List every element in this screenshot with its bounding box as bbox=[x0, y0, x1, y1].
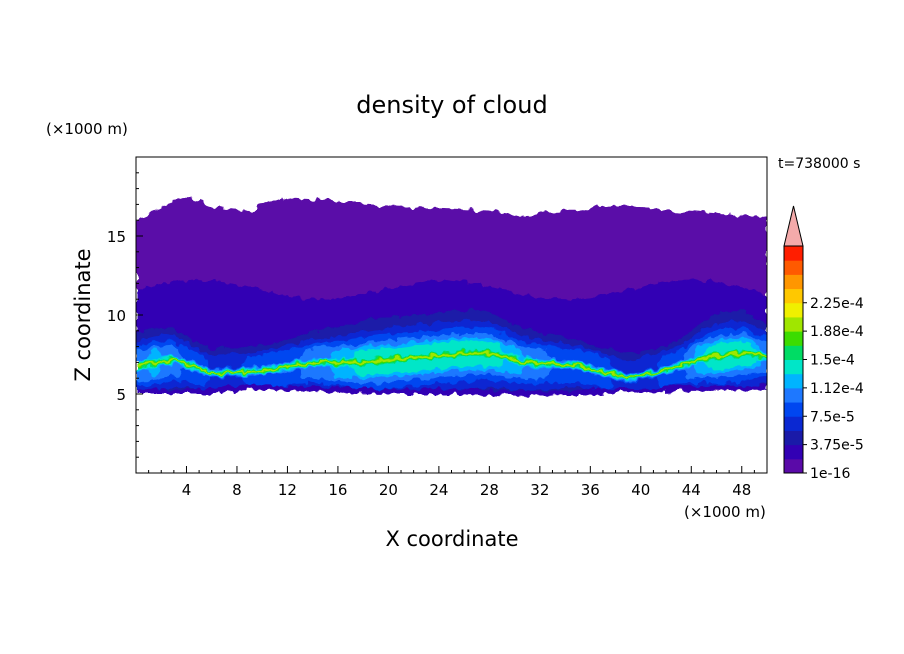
colorbar-swatch bbox=[784, 430, 803, 446]
x-tick-label: 20 bbox=[379, 481, 398, 499]
colorbar-label: 2.25e-4 bbox=[810, 296, 864, 312]
cloud-region-level-9 bbox=[136, 349, 767, 380]
cloud-region-level-8 bbox=[136, 340, 767, 381]
colorbar-label: 1e-16 bbox=[810, 466, 850, 482]
x-tick-label: 8 bbox=[232, 481, 242, 499]
colorbar-swatch bbox=[784, 260, 803, 275]
x-tick-label: 24 bbox=[429, 481, 448, 499]
cloud-density-field bbox=[136, 197, 767, 396]
y-axis: 5 10 15 bbox=[107, 172, 143, 458]
colorbar-swatch bbox=[784, 444, 803, 460]
colorbar-swatch bbox=[784, 274, 803, 290]
x-tick-label: 4 bbox=[182, 481, 192, 499]
colorbar-swatch bbox=[784, 416, 803, 431]
x-tick-label: 44 bbox=[682, 481, 701, 499]
colorbar-label: 1.5e-4 bbox=[810, 353, 855, 369]
colorbar-swatch bbox=[784, 302, 803, 318]
time-label: t=738000 s bbox=[778, 156, 860, 172]
chart-title: density of cloud bbox=[356, 91, 547, 119]
colorbar-swatch bbox=[784, 387, 803, 403]
y-tick-label: 15 bbox=[107, 228, 126, 246]
colorbar: 1e-16 3.75e-5 7.5e-5 1.12e-4 1.5e-4 1.88e-4 2.… bbox=[783, 205, 864, 482]
x-unit-label: (×1000 m) bbox=[684, 503, 766, 521]
colorbar-swatch bbox=[784, 288, 803, 304]
x-tick-label: 28 bbox=[480, 481, 499, 499]
colorbar-label: 7.5e-5 bbox=[810, 409, 855, 425]
colorbar-swatch bbox=[784, 331, 803, 346]
colorbar-label: 1.12e-4 bbox=[810, 381, 864, 397]
y-tick-label: 5 bbox=[116, 386, 126, 404]
x-axis-title: X coordinate bbox=[385, 527, 518, 551]
x-tick-label: 12 bbox=[278, 481, 297, 499]
x-tick-label: 40 bbox=[631, 481, 650, 499]
colorbar-swatch bbox=[784, 316, 803, 332]
colorbar-swatch bbox=[784, 359, 803, 375]
y-unit-label: (×1000 m) bbox=[46, 120, 128, 138]
y-tick-label: 10 bbox=[107, 307, 126, 325]
x-tick-label: 48 bbox=[732, 481, 751, 499]
colorbar-label: 1.88e-4 bbox=[810, 324, 864, 340]
y-axis-title: Z coordinate bbox=[71, 248, 95, 381]
colorbar-extend-arrow bbox=[783, 205, 804, 247]
x-tick-label: 36 bbox=[581, 481, 600, 499]
colorbar-swatch bbox=[784, 345, 803, 360]
colorbar-swatch bbox=[784, 402, 803, 417]
colorbar-swatch bbox=[784, 458, 803, 474]
colorbar-swatch bbox=[784, 373, 803, 389]
x-axis: 4 8 12 16 20 24 28 32 36 40 44 48 bbox=[148, 466, 755, 499]
x-tick-label: 16 bbox=[328, 481, 347, 499]
colorbar-label: 3.75e-5 bbox=[810, 438, 864, 454]
x-tick-label: 32 bbox=[530, 481, 549, 499]
colorbar-swatch bbox=[784, 246, 803, 261]
plot-area bbox=[136, 197, 767, 396]
